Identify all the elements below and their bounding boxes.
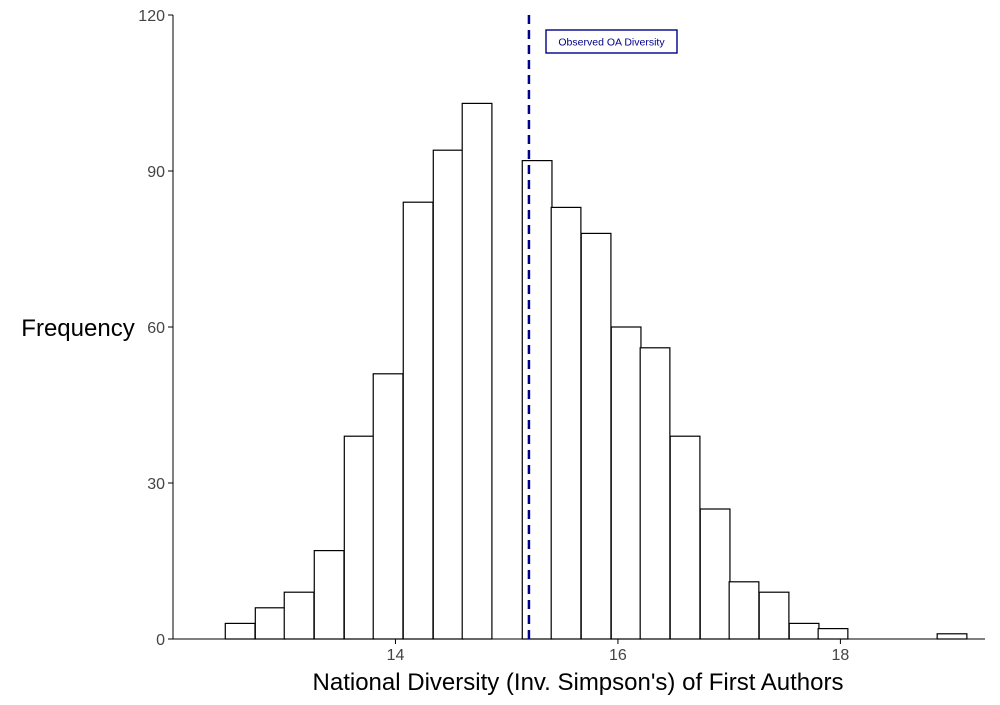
annotation-box [545,29,678,54]
histogram-bar [402,201,434,640]
histogram-bar [788,622,820,640]
x-tick-label: 18 [831,647,849,664]
histogram-bar [699,508,731,640]
histogram-bar [669,435,701,640]
histogram-bar [254,607,286,640]
histogram-bar [550,206,582,640]
axes-group: 0 30 60 90 120 14 16 18 [138,8,985,664]
histogram-bar [461,102,493,640]
x-axis-title: National Diversity (Inv. Simpson's) of F… [313,669,844,696]
annotation-label: Observed OA Diversity [558,37,665,49]
histogram-bar [343,435,375,640]
histogram-bar [728,581,760,640]
histogram-bar [224,622,256,640]
histogram-bar [313,549,345,640]
x-tick-label: 14 [387,647,405,664]
histogram-bar [758,591,790,640]
y-tick-label: 0 [156,632,165,649]
histogram-bar [610,326,642,640]
bars-group [224,102,968,640]
histogram-bar [639,347,671,640]
histogram-bar [817,627,849,640]
histogram-bar [283,591,315,640]
x-tick-label: 16 [609,647,627,664]
y-tick-label: 90 [147,164,165,181]
histogram-bar [521,160,553,640]
reference-line-group: Observed OA Diversity [527,15,678,639]
y-tick-label: 30 [147,476,165,493]
y-tick-label: 120 [138,8,165,25]
histogram-bar [580,232,612,640]
y-axis-title: Frequency [21,315,134,342]
histogram-bar [372,373,404,640]
y-tick-label: 60 [147,320,165,337]
histogram-bar [432,149,464,640]
histogram-bar [936,633,968,640]
